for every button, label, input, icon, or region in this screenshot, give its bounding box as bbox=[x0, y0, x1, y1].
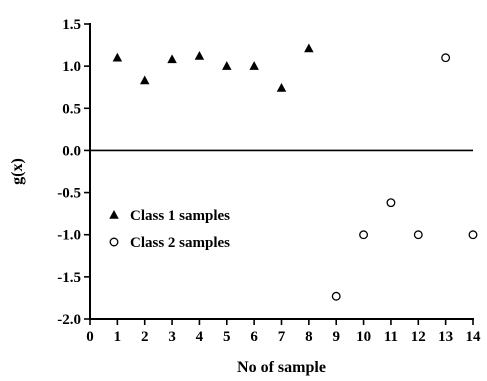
x-tick-label: 12 bbox=[411, 329, 426, 345]
y-axis-ticks: -2.0 -1.5 -1.0 -0.5 0.0 0.5 1.0 1.5 bbox=[57, 17, 90, 328]
class-1-point bbox=[222, 61, 232, 70]
legend-marker-class-1 bbox=[109, 210, 119, 219]
class-2-point bbox=[331, 291, 341, 301]
y-tick-label: -2.0 bbox=[57, 312, 81, 328]
x-tick-label: 8 bbox=[305, 329, 313, 345]
x-axis-ticks: 0 1 2 3 4 5 6 7 8 9 10 11 12 13 14 bbox=[86, 319, 481, 345]
x-tick-label: 1 bbox=[114, 329, 122, 345]
class-1-point bbox=[304, 43, 314, 53]
x-tick-label: 3 bbox=[168, 329, 176, 345]
x-tick-label: 11 bbox=[384, 329, 398, 345]
legend-marker-class-2 bbox=[109, 237, 119, 247]
legend-label-class-1: Class 1 samples bbox=[130, 208, 230, 224]
y-tick-label: 1.5 bbox=[62, 17, 81, 33]
y-tick-label: 1.0 bbox=[62, 59, 81, 75]
class-1-point bbox=[112, 52, 123, 62]
x-tick-label: 5 bbox=[223, 329, 231, 345]
class-1-point bbox=[139, 75, 150, 85]
class-1-point bbox=[194, 51, 205, 60]
x-tick-label: 2 bbox=[141, 329, 149, 345]
x-tick-label: 0 bbox=[86, 329, 94, 345]
data-points bbox=[112, 43, 478, 301]
x-axis-label: No of sample bbox=[237, 359, 326, 376]
class-1-point bbox=[167, 54, 177, 64]
y-tick-label: 0.0 bbox=[62, 143, 81, 159]
class-1-point bbox=[249, 61, 259, 70]
x-tick-label: 13 bbox=[438, 329, 453, 345]
class-2-point bbox=[359, 230, 369, 240]
x-tick-label: 6 bbox=[250, 329, 258, 345]
legend: Class 1 samples Class 2 samples bbox=[109, 208, 230, 251]
y-tick-label: -1.0 bbox=[57, 228, 81, 244]
x-tick-label: 9 bbox=[332, 329, 340, 345]
y-axis-label: g(x) bbox=[9, 158, 26, 185]
y-tick-label: -0.5 bbox=[57, 186, 81, 202]
class-2-point bbox=[386, 198, 396, 208]
x-tick-label: 4 bbox=[196, 329, 204, 345]
class-2-point bbox=[468, 230, 478, 240]
class-1-point bbox=[276, 83, 287, 92]
class-2-point bbox=[441, 53, 451, 63]
x-tick-label: 10 bbox=[356, 329, 371, 345]
y-tick-label: -1.5 bbox=[57, 270, 81, 286]
y-tick-label: 0.5 bbox=[62, 101, 81, 117]
x-tick-label: 14 bbox=[466, 329, 482, 345]
x-tick-label: 7 bbox=[278, 329, 286, 345]
class-2-point bbox=[413, 230, 423, 240]
legend-label-class-2: Class 2 samples bbox=[130, 235, 230, 251]
